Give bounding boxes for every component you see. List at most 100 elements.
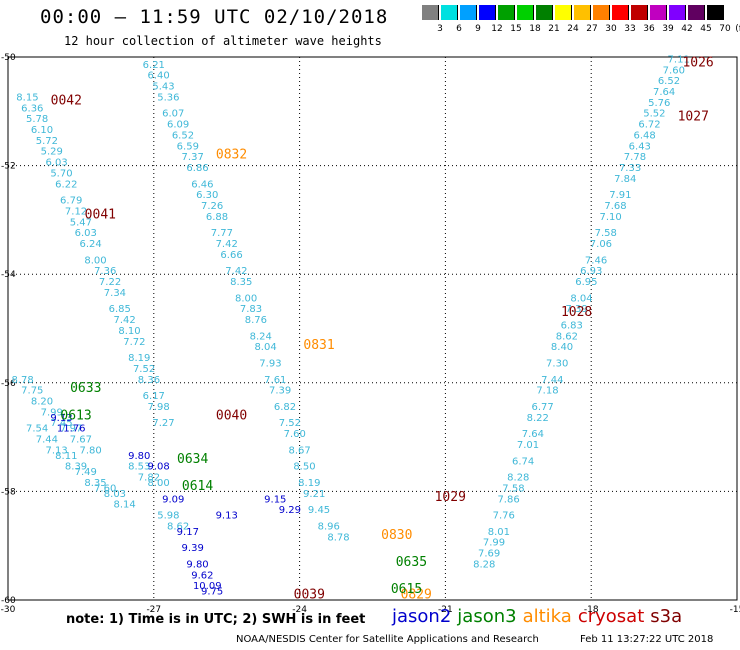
colorbar-swatch	[441, 5, 458, 20]
wave-height-value: 7.37	[182, 152, 204, 163]
colorbar-swatch	[669, 5, 686, 20]
wave-height-value: 9.45	[308, 505, 330, 516]
wave-height-value: 5.47	[70, 217, 92, 228]
wave-height-value: 7.68	[604, 201, 626, 212]
legend-item-altika: altika	[522, 606, 572, 627]
wave-height-value: 7.67	[70, 435, 92, 446]
wave-height-value: 7.42	[225, 266, 247, 277]
wave-height-value: 7.49	[75, 467, 97, 478]
pass-time-label: 0615	[391, 582, 422, 597]
wave-height-value: 8.01	[488, 527, 510, 538]
wave-height-value: 8.10	[118, 326, 140, 337]
pass-time-label: 0831	[303, 338, 334, 353]
wave-height-value: 7.76	[493, 511, 515, 522]
colorbar-swatch	[498, 5, 515, 20]
wave-height-value: 7.61	[264, 375, 286, 386]
generated-timestamp: Feb 11 13:27:22 UTC 2018	[580, 634, 714, 645]
wave-height-value: 7.45	[50, 418, 72, 429]
wave-height-value: 7.97	[60, 424, 82, 435]
pass-time-label: 1028	[561, 305, 592, 320]
wave-height-value: 5.78	[26, 114, 48, 125]
wave-height-value: 8.00	[235, 293, 257, 304]
wave-height-value: 8.04	[254, 342, 276, 353]
wave-height-value: 8.28	[473, 559, 495, 570]
wave-height-value: 6.79	[60, 196, 82, 207]
wave-height-value: 7.39	[269, 386, 291, 397]
plot-frame	[7, 56, 738, 601]
wave-height-value: 5.72	[36, 136, 58, 147]
legend-item-jason2: jason2	[392, 606, 452, 627]
wave-height-value: 7.60	[284, 429, 306, 440]
footer-note: note: 1) Time is in UTC; 2) SWH is in fe…	[66, 612, 366, 627]
wave-height-value: 8.67	[288, 445, 310, 456]
wave-height-value: 9.15	[264, 494, 286, 505]
colorbar-swatch	[517, 5, 534, 20]
pass-time-label: 0614	[182, 479, 213, 494]
colorbar-swatch	[707, 5, 724, 20]
colorbar-swatch	[650, 5, 667, 20]
wave-height-value: 7.10	[600, 212, 622, 223]
pass-time-label: 1027	[678, 110, 709, 125]
wave-height-value: 8.00	[148, 478, 170, 489]
wave-height-value: 9.62	[191, 570, 213, 581]
wave-height-value: 7.12	[65, 206, 87, 217]
colorbar-tick-label: 39	[662, 24, 674, 34]
wave-height-value: 6.03	[75, 228, 97, 239]
wave-height-value: 8.14	[114, 500, 136, 511]
wave-height-value: 7.39	[565, 304, 587, 315]
y-tick-label: -54	[1, 270, 16, 280]
wave-height-value: 7.13	[45, 445, 67, 456]
pass-time-label: 0613	[60, 408, 91, 423]
pass-time-label: 0832	[216, 148, 247, 163]
x-tick-label: -21	[438, 605, 453, 615]
wave-height-value: 9.13	[50, 413, 72, 424]
colorbar-swatch	[631, 5, 648, 20]
wave-height-value: 7.86	[497, 494, 519, 505]
wave-height-value: 7.30	[546, 359, 568, 370]
wave-height-value: 5.76	[648, 98, 670, 109]
wave-height-value: 6.82	[274, 402, 296, 413]
legend-item-jason3: jason3	[457, 606, 517, 627]
wave-height-value: 9.39	[182, 543, 204, 554]
colorbar-swatch	[536, 5, 553, 20]
wave-height-value: 10.09	[193, 581, 222, 592]
wave-height-value: 8.50	[293, 462, 315, 473]
wave-height-value: 7.84	[614, 174, 636, 185]
wave-height-value: 6.59	[177, 141, 199, 152]
wave-height-value: 7.78	[624, 152, 646, 163]
satellite-legend: jason2 jason3 altika cryosat s3a	[392, 606, 688, 627]
wave-height-value: 6.07	[162, 109, 184, 120]
pass-time-label: 0634	[177, 452, 208, 467]
wave-height-value: 8.40	[551, 342, 573, 353]
wave-height-value: 9.75	[201, 587, 223, 598]
wave-height-value: 7.27	[152, 418, 174, 429]
x-tick-label: -27	[146, 605, 161, 615]
wave-height-value: 7.69	[478, 549, 500, 560]
wave-height-value: 7.99	[41, 407, 63, 418]
colorbar-swatch	[460, 5, 477, 20]
wave-height-value: 8.28	[507, 473, 529, 484]
wave-height-value: 8.62	[556, 331, 578, 342]
wave-height-value: 7.91	[609, 190, 631, 201]
wave-height-value: 6.10	[31, 125, 53, 136]
chart-title: 00:00 – 11:59 UTC 02/10/2018	[40, 6, 389, 28]
wave-height-value: 8.39	[65, 462, 87, 473]
pass-time-label: 0633	[70, 381, 101, 396]
wave-height-value: 7.44	[36, 435, 58, 446]
wave-height-value: 7.52	[133, 364, 155, 375]
colorbar-tick-label: 45	[700, 24, 712, 34]
wave-height-value: 7.99	[483, 538, 505, 549]
y-tick-label: -50	[1, 53, 16, 63]
wave-height-value: 6.21	[143, 60, 165, 71]
wave-height-value: 6.36	[21, 103, 43, 114]
wave-height-value: 5.36	[157, 92, 179, 103]
x-tick-label: -15	[730, 605, 740, 615]
wave-height-value: 8.15	[16, 92, 38, 103]
credit-line: NOAA/NESDIS Center for Satellite Applica…	[236, 634, 539, 645]
wave-height-value: 9.80	[128, 451, 150, 462]
data-points: 8.156.365.786.105.725.296.035.706.226.79…	[11, 54, 689, 597]
wave-height-value: 7.83	[240, 304, 262, 315]
wave-height-value: 7.22	[99, 277, 121, 288]
legend-item-cryosat: cryosat	[577, 606, 645, 627]
